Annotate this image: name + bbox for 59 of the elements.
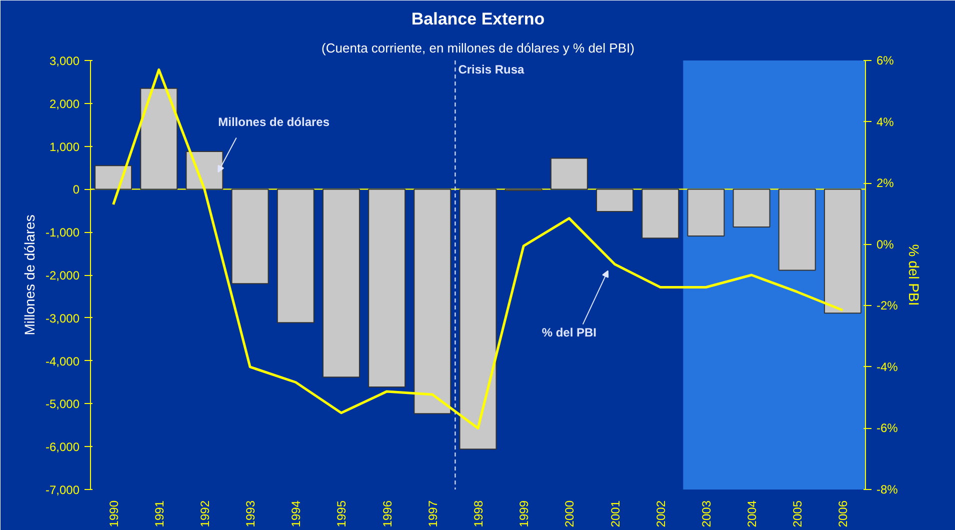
y-tick-label: 2,000 (49, 96, 80, 111)
x-tick-label: 1995 (334, 500, 349, 528)
y-tick-label: 0 (72, 182, 80, 197)
chart-subtitle: (Cuenta corriente, en millones de dólares y % del PBI) (322, 40, 634, 56)
y-tick-label: -3,000 (45, 311, 80, 326)
y2-tick-label: -8% (876, 482, 898, 496)
y-tick-label: -2,000 (45, 268, 80, 282)
y-tick-label: -7,000 (45, 483, 80, 497)
y2-tick-label: -2% (876, 298, 898, 313)
bar (642, 188, 680, 239)
chart-title: Balance Externo (411, 10, 545, 28)
y2-axis-title: % del PBI (906, 244, 922, 306)
bar (550, 158, 588, 190)
x-tick-label: 1997 (426, 500, 440, 528)
bar (414, 188, 452, 414)
bar (687, 188, 725, 236)
y2-tick-label: 0% (876, 237, 894, 252)
y2-tick-label: 4% (876, 114, 894, 129)
annotation: % del PBI (542, 325, 597, 340)
bar (368, 188, 406, 388)
bar (778, 188, 816, 271)
y-tick-label: -4,000 (45, 354, 80, 368)
x-tick-label: 2001 (608, 500, 622, 528)
x-tick-label: 2000 (562, 500, 577, 528)
y-tick-label: -6,000 (45, 440, 80, 454)
x-tick-label: 2004 (745, 500, 760, 528)
x-tick-label: 2003 (699, 500, 714, 528)
bar (596, 188, 634, 212)
x-tick-label: 1993 (244, 500, 258, 528)
y-tick-label: -1,000 (45, 226, 80, 240)
bar (322, 188, 360, 378)
x-tick-label: 2006 (836, 500, 850, 528)
bar (186, 150, 224, 190)
bar (459, 188, 497, 450)
x-tick-label: 1991 (152, 500, 166, 528)
x-tick-label: 1999 (517, 500, 532, 528)
x-tick-label: 1990 (106, 500, 121, 528)
x-tick-label: 1994 (289, 500, 304, 528)
x-tick-label: 2002 (654, 500, 668, 528)
bar (94, 165, 132, 190)
x-tick-label: 1998 (472, 500, 486, 528)
bar (231, 188, 269, 284)
y2-tick-label: -6% (876, 421, 898, 436)
y-axis-title: Millones de dólares (21, 214, 38, 336)
bar (140, 88, 178, 190)
y2-tick-label: 2% (876, 176, 894, 190)
y-tick-label: 3,000 (49, 54, 80, 68)
annotation: Millones de dólares (218, 115, 330, 130)
bar (276, 188, 314, 324)
ref-line-label: Crisis Rusa (458, 62, 525, 76)
y2-tick-label: -4% (876, 360, 898, 374)
x-tick-label: 2005 (790, 500, 805, 528)
x-tick-label: 1992 (198, 500, 212, 528)
y-tick-label: -5,000 (45, 397, 80, 412)
y-tick-label: 1,000 (49, 140, 80, 154)
bar (824, 188, 862, 314)
bar (732, 188, 770, 228)
x-tick-label: 1996 (380, 500, 394, 528)
y2-tick-label: 6% (876, 54, 894, 68)
